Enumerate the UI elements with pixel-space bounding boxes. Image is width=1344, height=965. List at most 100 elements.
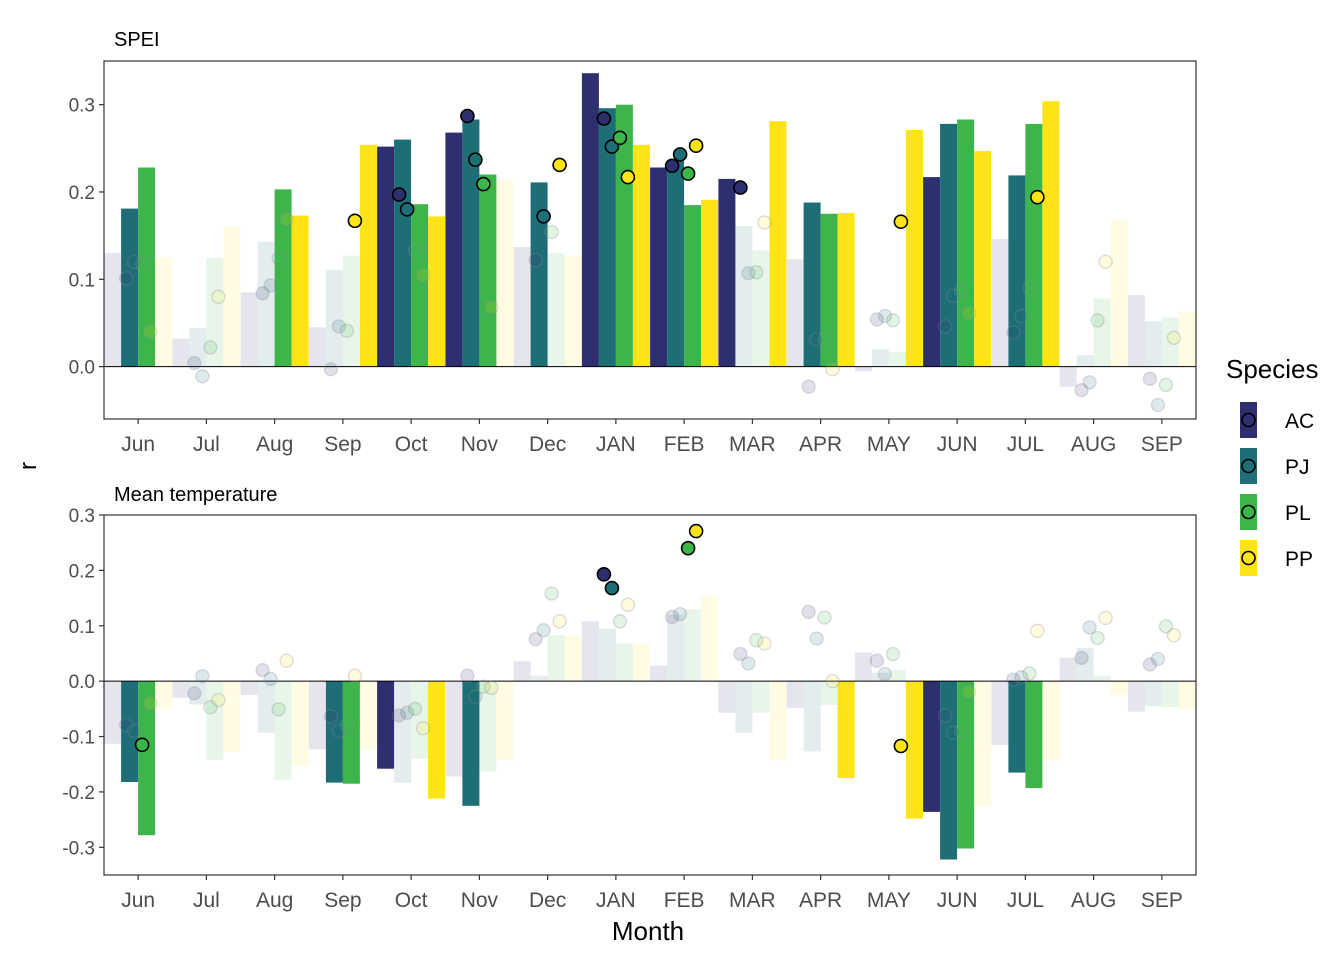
bar-pp-jun (155, 257, 173, 367)
bar-pl-nov (479, 174, 497, 367)
point-pp-aug (279, 211, 294, 227)
bar-pj-mar (735, 681, 753, 733)
y-tick-label: -0.1 (62, 728, 95, 749)
bar-pl-dec (547, 635, 565, 682)
point-pp-jun (142, 324, 158, 339)
point-pp-nov (484, 680, 499, 695)
point-pl-dec (544, 586, 559, 601)
x-tick-label: Jul (193, 433, 220, 456)
bar-pl-aug (274, 189, 292, 367)
bar-pl-nov (479, 681, 497, 772)
bar-pp-jul (223, 681, 241, 752)
point-ac-dec (528, 252, 543, 268)
x-tick-label: Aug (256, 889, 293, 912)
point-pl-feb (680, 540, 696, 556)
point-pj-aug (263, 671, 278, 687)
x-tick-label: Oct (395, 433, 428, 456)
point-pp-oct (415, 267, 431, 283)
point-ac-jan (596, 111, 612, 126)
x-tick-label: Nov (461, 889, 499, 912)
point-ac-sep (1142, 371, 1158, 386)
bar-pl-jul (1025, 681, 1043, 789)
bar-pj-apr (803, 681, 821, 752)
x-tick-label: Jun (121, 889, 155, 912)
point-pp-feb (688, 138, 704, 153)
bar-pj-jan (598, 628, 616, 682)
point-pl-dec (544, 224, 559, 240)
bar-pj-aug (1076, 355, 1094, 367)
point-pp-may (893, 214, 909, 229)
point-pj-may (877, 308, 893, 324)
bar-pl-feb (684, 205, 702, 367)
point-pj-aug (1082, 375, 1097, 390)
point-pl-sep (1158, 377, 1174, 393)
point-pp-jun (961, 306, 977, 321)
panel-mean-temperature: Mean temperature -0.3 -0.2 -0.1 0.0 0.1 0.2 0.… (62, 484, 1197, 912)
y-tick-label: 0.2 (69, 183, 95, 204)
legend-title: Species (1226, 354, 1319, 384)
point-pp-jul (211, 692, 226, 708)
point-ac-jun (937, 319, 953, 334)
legend-items: AC PJ PL PP (1240, 402, 1314, 576)
y-axis-title: r (15, 462, 42, 470)
x-tick-label: Nov (461, 433, 499, 456)
x-tick-label: Aug (256, 433, 293, 456)
panel-temperature-points (118, 523, 1182, 754)
point-pp-jan (620, 597, 636, 612)
panel-spei-x-axis: Jun Jul Aug Sep Oct Nov Dec JAN FEB MAR APR MAY JUN J… (121, 419, 1183, 456)
y-tick-label: 0.1 (69, 270, 95, 291)
bar-ac-jul (991, 681, 1009, 745)
bar-ac-jul (172, 681, 190, 698)
x-tick-label: MAR (729, 889, 776, 912)
point-pp-jun (961, 685, 977, 700)
point-ac-jul (1006, 325, 1021, 340)
x-axis-title: Month (612, 916, 684, 946)
bar-pj-apr (803, 202, 821, 367)
bar-ac-jun (104, 253, 122, 367)
bar-pl-oct (411, 204, 429, 367)
point-pp-mar (757, 636, 772, 651)
legend-label-pp: PP (1285, 548, 1313, 571)
legend-key-pj (1240, 448, 1257, 484)
bar-pj-jan (598, 108, 616, 367)
point-pp-nov (484, 300, 499, 315)
bar-pp-aug (1110, 681, 1128, 695)
x-tick-label: AUG (1071, 889, 1117, 912)
bar-pj-jun (121, 208, 139, 367)
bar-ac-dec (513, 247, 531, 367)
point-pj-jun (126, 723, 142, 739)
bar-ac-nov (445, 681, 463, 777)
legend-key-point-ac (1241, 412, 1256, 428)
panel-spei-y-axis: 0.0 0.1 0.2 0.3 (69, 96, 104, 379)
bar-pl-sep (342, 681, 360, 784)
point-pp-jul (1030, 623, 1045, 638)
legend: Species AC PJ PL PP (1226, 354, 1319, 576)
point-pj-jan (604, 139, 620, 154)
point-pl-feb (680, 166, 696, 181)
bar-pp-jan (632, 643, 650, 682)
bar-pp-nov (496, 179, 514, 367)
bar-pl-sep (1161, 681, 1179, 708)
point-pj-dec (536, 623, 551, 638)
panel-title-spei: SPEI (114, 29, 160, 51)
point-pl-jul (1022, 280, 1037, 296)
bar-pp-jun (974, 681, 992, 806)
bar-pj-dec (530, 675, 548, 682)
bar-pp-sep (1178, 681, 1196, 709)
point-pp-apr (825, 674, 840, 689)
point-pl-oct (407, 701, 423, 716)
point-pj-mar (741, 656, 756, 671)
bar-pp-apr (837, 681, 855, 779)
point-pj-jan (604, 580, 620, 596)
point-pl-jun (134, 256, 150, 271)
y-tick-label: -0.2 (62, 783, 95, 804)
point-pl-jun (134, 737, 150, 753)
bar-pp-sep (359, 144, 377, 367)
bar-ac-sep (308, 327, 326, 367)
bar-ac-jan (581, 621, 599, 682)
bar-ac-may (854, 652, 872, 682)
panel-temperature-bars (104, 596, 1196, 860)
point-ac-nov (460, 108, 475, 124)
bar-pl-aug (1093, 675, 1111, 682)
